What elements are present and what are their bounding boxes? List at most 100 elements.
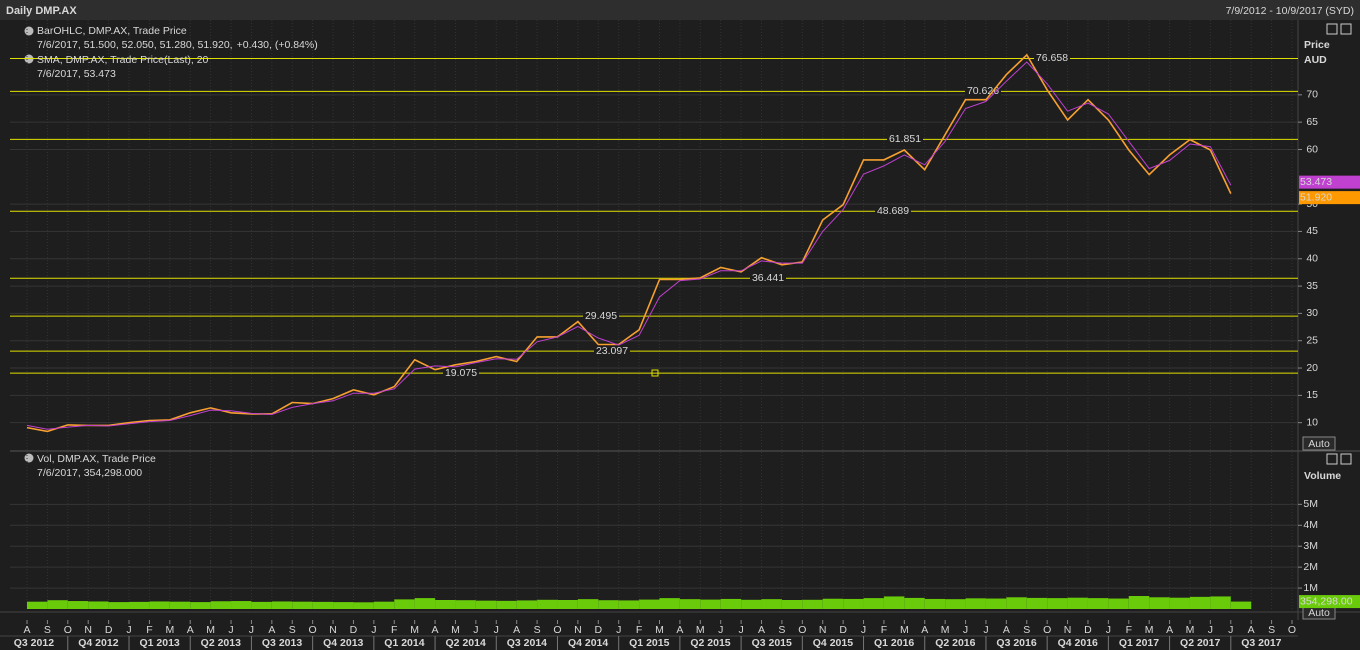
quarter-label: Q3 2017 xyxy=(1241,637,1281,649)
x-tick-label: J xyxy=(1106,624,1111,636)
volume-bar xyxy=(47,600,68,609)
quarter-label: Q2 2017 xyxy=(1180,637,1220,649)
level-label-bg xyxy=(594,345,630,358)
volume-bar xyxy=(1230,601,1252,609)
volume-bar xyxy=(353,602,374,609)
level-label: 29.495 xyxy=(585,310,617,322)
y-tick-label: 3M xyxy=(1303,540,1318,552)
y-tick-label: 15 xyxy=(1306,389,1318,401)
volume-bar xyxy=(108,602,130,609)
x-tick-label: J xyxy=(371,624,376,636)
legend-change: +0.430, (+0.84%) xyxy=(237,39,318,51)
maximize-button[interactable] xyxy=(1326,453,1338,465)
quarter-label: Q2 2016 xyxy=(935,637,975,649)
x-tick-label: M xyxy=(1186,624,1195,636)
legend-name: SMA, DMP.AX, Trade Price(Last), 20 xyxy=(37,54,209,66)
quarter-label: Q3 2012 xyxy=(14,637,54,649)
legend-icon[interactable] xyxy=(24,54,34,64)
x-tick-label: M xyxy=(206,624,215,636)
x-tick-label: D xyxy=(350,624,358,636)
quarter-label: Q4 2012 xyxy=(78,637,118,649)
level-label: 19.075 xyxy=(445,367,477,379)
x-tick-label: S xyxy=(1268,624,1275,636)
volume-bar xyxy=(1087,598,1109,609)
close-button[interactable] xyxy=(1340,453,1352,465)
scale-button-label: Auto xyxy=(1308,607,1330,619)
y-tick-label: 30 xyxy=(1306,307,1318,319)
volume-bar xyxy=(1149,597,1170,609)
volume-bar xyxy=(577,599,599,609)
volume-bar xyxy=(1169,597,1190,609)
x-tick-label: S xyxy=(778,624,785,636)
x-tick-label: J xyxy=(126,624,131,636)
volume-bar xyxy=(271,601,293,609)
volume-bar xyxy=(659,598,680,609)
x-tick-label: O xyxy=(309,624,317,636)
x-tick-label: J xyxy=(249,624,254,636)
last-value-label: 51.920 xyxy=(1300,191,1332,203)
quarter-label: Q2 2015 xyxy=(690,637,730,649)
quarter-label: Q4 2014 xyxy=(568,637,608,649)
volume-bar xyxy=(414,598,436,609)
x-tick-label: J xyxy=(718,624,723,636)
volume-bar xyxy=(802,599,823,609)
level-label: 61.851 xyxy=(889,133,921,145)
legend-icon[interactable] xyxy=(24,453,34,463)
y-tick-label: 5M xyxy=(1303,498,1318,510)
quarter-label: Q1 2015 xyxy=(629,637,669,649)
quarter-label: Q3 2016 xyxy=(996,637,1036,649)
maximize-button[interactable] xyxy=(1326,23,1338,35)
quarter-label: Q2 2014 xyxy=(446,637,486,649)
level-label-bg xyxy=(1034,52,1070,65)
y-tick-label: 10 xyxy=(1306,416,1318,428)
level-label-bg xyxy=(750,272,786,285)
x-tick-label: M xyxy=(410,624,419,636)
quarter-label: Q3 2015 xyxy=(752,637,792,649)
quarter-label: Q4 2016 xyxy=(1058,637,1098,649)
x-tick-label: N xyxy=(819,624,827,636)
panel-buttons[interactable] xyxy=(1326,23,1352,465)
x-tick-label: M xyxy=(165,624,174,636)
y-tick-label: 1M xyxy=(1303,582,1318,594)
quarter-label: Q1 2017 xyxy=(1119,637,1159,649)
volume-bar xyxy=(679,599,701,609)
x-tick-label: S xyxy=(289,624,296,636)
volume-bar xyxy=(149,601,170,609)
volume-bar xyxy=(292,601,313,609)
x-tick-label: A xyxy=(432,624,439,636)
volume-bar xyxy=(455,600,476,609)
level-label: 70.626 xyxy=(967,85,999,97)
volume-bar xyxy=(333,602,354,609)
volume-bar xyxy=(741,599,762,609)
y-tick-label: 4M xyxy=(1303,519,1318,531)
level-label-bg xyxy=(965,85,1001,98)
volume-bar xyxy=(537,599,558,609)
level-label: 76.658 xyxy=(1036,52,1068,64)
close-button[interactable] xyxy=(1340,23,1352,35)
volume-bar xyxy=(985,598,1007,609)
scale-button-box xyxy=(1302,436,1336,451)
x-tick-label: F xyxy=(881,624,887,636)
x-tick-label: A xyxy=(1003,624,1010,636)
x-tick-label: M xyxy=(451,624,460,636)
y-tick-label: 35 xyxy=(1306,280,1318,292)
y-tick-label: 45 xyxy=(1306,225,1318,237)
x-tick-label: A xyxy=(268,624,275,636)
price-line xyxy=(26,61,1232,430)
scale-button[interactable]: Auto xyxy=(1302,436,1336,451)
y-tick-label: 40 xyxy=(1306,253,1318,265)
volume-bar xyxy=(169,601,191,609)
volume-bar xyxy=(924,598,946,609)
volume-bar xyxy=(945,599,966,609)
x-tick-label: A xyxy=(921,624,928,636)
level-label: 23.097 xyxy=(596,345,628,357)
legend-name: BarOHLC, DMP.AX, Trade Price xyxy=(37,25,187,37)
volume-bar xyxy=(761,599,782,609)
legend-icon[interactable] xyxy=(24,26,34,36)
quarter-label: Q1 2014 xyxy=(384,637,424,649)
legend-name: Vol, DMP.AX, Trade Price xyxy=(37,453,156,465)
x-tick-label: M xyxy=(1145,624,1154,636)
y-tick-label: 60 xyxy=(1306,143,1318,155)
volume-bar xyxy=(67,601,89,609)
